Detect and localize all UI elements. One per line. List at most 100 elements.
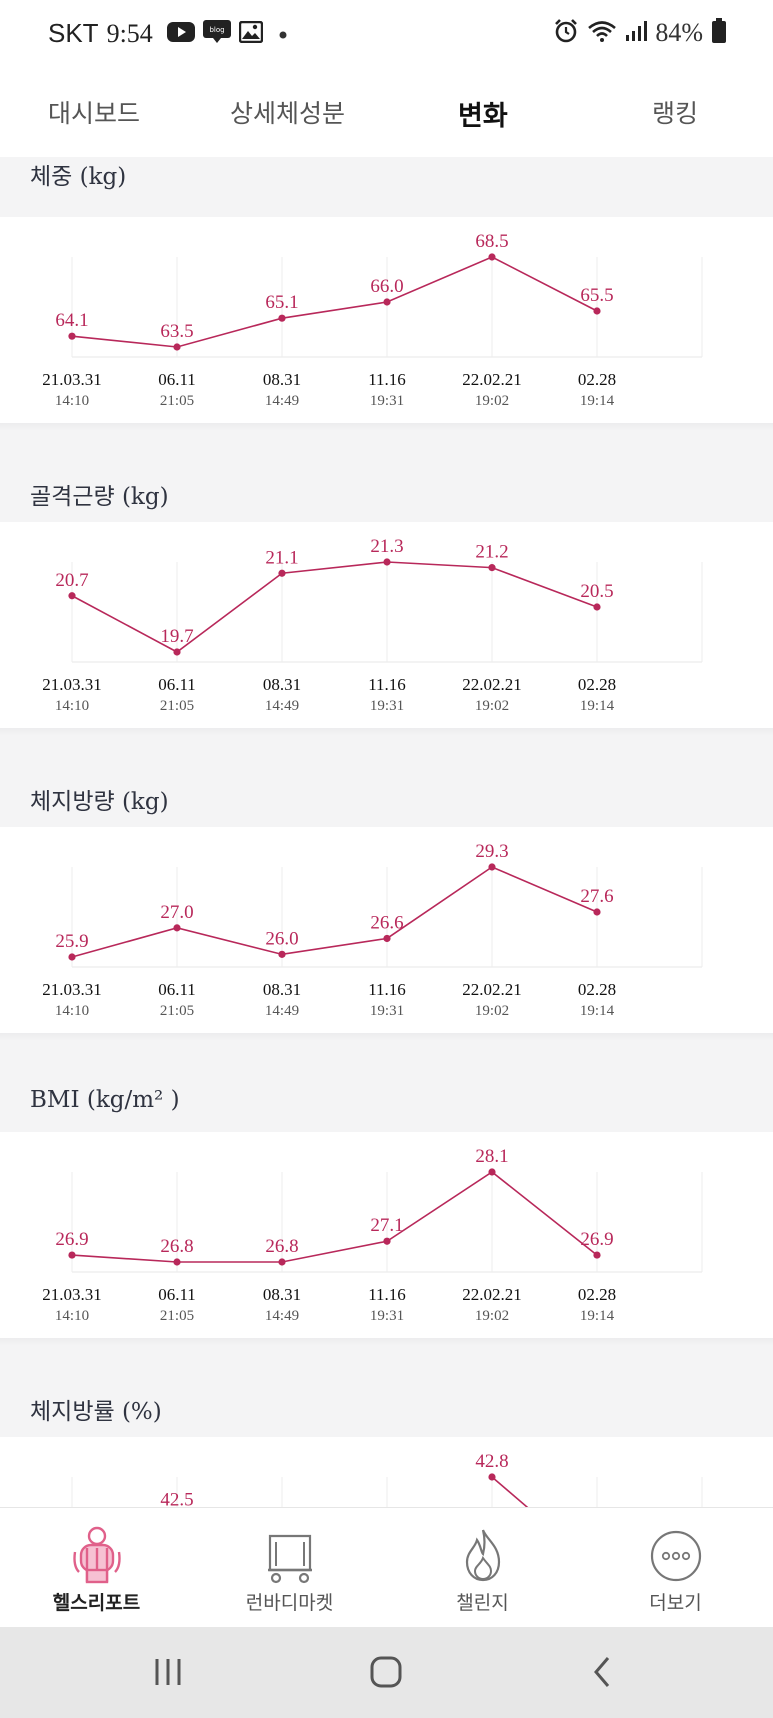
x-tick-time: 21:05 (160, 393, 194, 409)
x-tick-time: 19:31 (370, 1003, 404, 1019)
data-label: 21.2 (475, 542, 508, 563)
x-tick-time: 19:14 (580, 1308, 615, 1324)
x-tick-date: 22.02.21 (462, 675, 522, 694)
x-tick-date: 22.02.21 (462, 1285, 522, 1304)
tab-change[interactable]: 변화 (458, 101, 508, 132)
chart-card[interactable]: 42.542.842.1 (0, 1437, 773, 1507)
chart-section-header: 체지방률 (%) (0, 1377, 773, 1437)
x-tick-time: 19:14 (580, 698, 615, 714)
tab-ranking[interactable]: 랭킹 (652, 99, 699, 128)
data-label: 27.0 (160, 902, 193, 923)
data-label: 42.5 (160, 1490, 193, 1507)
wifi-icon (587, 19, 617, 47)
cart-icon (264, 1526, 316, 1588)
line-chart: 64.1 63.5 65.1 66.0 68.5 65.5 21.03.31 14:10 06.… (42, 231, 703, 409)
line-chart: 26.9 26.8 26.8 27.1 28.1 26.9 21.03.31 14:10 06.… (42, 1146, 703, 1324)
data-label: 63.5 (160, 321, 193, 342)
x-tick-date: 08.31 (263, 675, 301, 694)
status-bar: SKT 9:54 blog 84% (0, 0, 773, 70)
alarm-icon (553, 18, 579, 48)
nav-health-report[interactable]: 헬스리포트 (0, 1508, 193, 1628)
chart-title: 골격근량 (kg) (30, 484, 169, 510)
nav-inbody-market[interactable]: 런바디마켓 (193, 1508, 386, 1628)
data-point (278, 569, 286, 577)
x-tick-date: 02.28 (578, 370, 616, 389)
x-tick-time: 14:49 (265, 698, 299, 714)
battery-icon (711, 18, 727, 48)
x-tick-date: 22.02.21 (462, 370, 522, 389)
home-button[interactable] (346, 1647, 426, 1697)
data-label: 26.6 (370, 912, 403, 933)
blog-badge-text: blog (209, 26, 224, 34)
line-chart: 25.9 27.0 26.0 26.6 29.3 27.6 21.03.31 14:10 06.… (42, 841, 703, 1019)
line-chart: 20.7 19.7 21.1 21.3 21.2 20.5 21.03.31 14:10 06.… (42, 536, 703, 714)
more-icon (650, 1526, 702, 1588)
x-tick-time: 14:49 (265, 1308, 299, 1324)
data-label: 25.9 (55, 931, 88, 952)
x-tick-date: 06.11 (158, 675, 196, 694)
data-point (173, 343, 181, 351)
data-label: 20.5 (580, 581, 613, 602)
data-label: 21.3 (370, 536, 403, 557)
nav-label-challenge: 챌린지 (456, 1592, 509, 1614)
youtube-icon (166, 21, 195, 47)
series-line (71, 866, 598, 958)
back-button[interactable] (562, 1647, 642, 1697)
data-label: 26.8 (160, 1236, 193, 1257)
tab-dashboard[interactable]: 대시보드 (48, 99, 141, 128)
change-charts-list[interactable]: 체중 (kg) 64.1 63.5 65.1 66.0 68.5 65.5 21.03.31 1… (0, 157, 773, 1507)
card-divider (0, 728, 773, 736)
tab-detail-composition[interactable]: 상세체성분 (230, 99, 346, 128)
card-divider (0, 1338, 773, 1346)
data-label: 20.7 (55, 570, 88, 591)
nav-challenge[interactable]: 챌린지 (386, 1508, 579, 1628)
recent-apps-icon (155, 1659, 181, 1685)
x-tick-time: 19:14 (580, 393, 615, 409)
data-point (593, 1251, 601, 1259)
x-tick-date: 11.16 (368, 370, 406, 389)
card-divider (0, 423, 773, 431)
data-label: 64.1 (55, 310, 88, 331)
x-tick-date: 21.03.31 (42, 980, 102, 999)
tab-bar: 대시보드 상세체성분 변화 랭킹 (0, 82, 773, 154)
data-point (593, 603, 601, 611)
nav-label-more: 더보기 (649, 1592, 702, 1614)
x-tick-date: 08.31 (263, 980, 301, 999)
chart-section-header: 체지방량 (kg) (0, 767, 773, 827)
carrier-label: SKT (48, 18, 99, 48)
x-tick-time: 21:05 (160, 1308, 194, 1324)
chart-card[interactable]: 25.9 27.0 26.0 26.6 29.3 27.6 21.03.31 14:10 06.… (0, 827, 773, 1033)
data-point (488, 564, 496, 572)
chart-card[interactable]: 64.1 63.5 65.1 66.0 68.5 65.5 21.03.31 14:10 06.… (0, 217, 773, 423)
nav-more[interactable]: 더보기 (579, 1508, 772, 1628)
battery-percent: 84% (655, 18, 703, 47)
data-point (383, 934, 391, 943)
chart-section-header: BMI (kg/m² ) (0, 1072, 773, 1132)
data-point (278, 950, 286, 958)
recent-apps-button[interactable] (128, 1647, 208, 1697)
data-label: 66.0 (370, 276, 403, 297)
x-tick-time: 19:02 (475, 1003, 509, 1019)
data-label: 21.1 (265, 547, 298, 568)
data-point (68, 332, 76, 340)
series-line (71, 561, 598, 653)
data-label: 65.1 (265, 292, 298, 313)
chart-card[interactable]: 20.7 19.7 21.1 21.3 21.2 20.5 21.03.31 14:10 06.… (0, 522, 773, 728)
x-tick-time: 19:31 (370, 393, 404, 409)
data-label: 29.3 (475, 841, 508, 862)
x-tick-time: 21:05 (160, 1003, 194, 1019)
home-icon (370, 1656, 402, 1688)
status-left: SKT 9:54 blog (48, 18, 287, 49)
series-line (491, 1476, 529, 1507)
x-tick-time: 14:10 (55, 1003, 89, 1019)
data-label: 27.6 (580, 886, 613, 907)
data-point (593, 908, 601, 916)
data-point (488, 1473, 496, 1481)
chart-card[interactable]: 26.9 26.8 26.8 27.1 28.1 26.9 21.03.31 14:10 06.… (0, 1132, 773, 1338)
x-tick-date: 11.16 (368, 1285, 406, 1304)
x-tick-time: 21:05 (160, 698, 194, 714)
x-tick-date: 02.28 (578, 1285, 616, 1304)
chart-section-header: 체중 (kg) (0, 157, 773, 217)
x-tick-date: 21.03.31 (42, 675, 102, 694)
data-point (593, 307, 601, 315)
